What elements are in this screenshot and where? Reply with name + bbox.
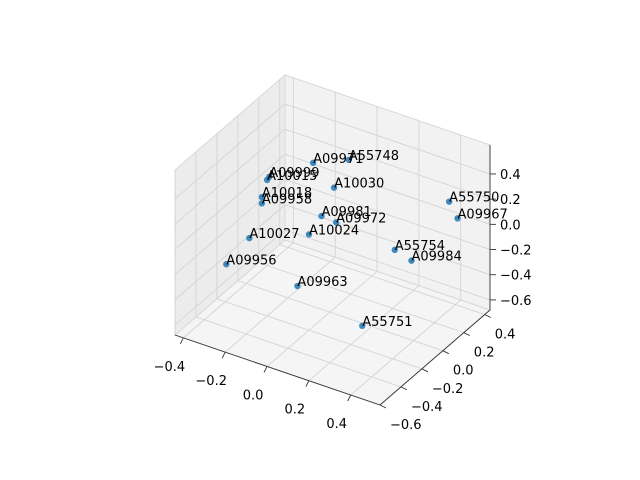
grid-line (284, 103, 491, 175)
z-tick-label: −0.4 (500, 269, 532, 284)
z-tick-label: 0.2 (500, 193, 521, 208)
point (332, 219, 340, 226)
point-label: A09971 (313, 152, 363, 167)
point (258, 193, 266, 201)
grid-line (284, 128, 491, 200)
x-tick-label: −0.2 (195, 374, 227, 389)
y-tick-label: −0.6 (390, 418, 422, 433)
point (454, 215, 461, 222)
point-label: A55754 (395, 239, 445, 254)
x-axis (174, 334, 381, 406)
point (330, 184, 338, 191)
x-tick-label: 0.4 (326, 417, 347, 432)
tick-mark (221, 351, 226, 359)
grid-line (350, 299, 462, 396)
grid-line (284, 229, 491, 301)
tick-mark (379, 404, 387, 409)
grid-line (174, 103, 286, 200)
z-tick-label: −0.6 (500, 294, 532, 309)
tick-mark (400, 386, 408, 391)
grid-line (174, 179, 286, 275)
point-label: A10015 (267, 169, 317, 184)
tick-mark (263, 366, 268, 373)
point (318, 212, 325, 220)
grid-line (183, 242, 294, 339)
point (408, 257, 415, 264)
grid-line (174, 154, 286, 250)
y-tick-label: 0.2 (474, 346, 495, 361)
x-tick-label: 0.2 (285, 403, 306, 418)
grid-line (284, 153, 491, 225)
point-label: A55748 (349, 149, 399, 164)
grid-line (174, 204, 286, 301)
point (305, 231, 313, 238)
tick-mark (347, 394, 352, 402)
point-label: A09999 (269, 166, 319, 181)
tick-mark (442, 350, 450, 355)
grid-line (266, 271, 378, 367)
point (391, 246, 398, 254)
tick-mark (179, 337, 184, 345)
grid-line (308, 285, 420, 382)
point (445, 198, 453, 205)
point-label: A55750 (449, 191, 499, 206)
point-label: A09984 (412, 250, 462, 265)
grid-line (174, 229, 286, 326)
point-label: A10018 (262, 186, 312, 201)
point (309, 159, 317, 167)
z-tick-label: 0.4 (500, 168, 521, 183)
z-tick-label: −0.2 (500, 244, 532, 259)
grid-line (284, 179, 491, 250)
point-label: A10030 (334, 177, 384, 192)
y-tick-label: 0.4 (495, 328, 516, 343)
point-label: A09972 (336, 211, 386, 226)
y-tick-label: −0.4 (411, 400, 443, 415)
y-tick-label: 0.0 (453, 364, 474, 379)
point-label: A09956 (226, 253, 276, 268)
grid-line (224, 256, 336, 353)
point (246, 234, 253, 242)
point (359, 322, 366, 330)
y-tick-label: −0.2 (432, 382, 464, 397)
grid-line (195, 316, 402, 388)
point-label: A10027 (249, 227, 299, 242)
tick-mark (463, 332, 471, 337)
grid-line (216, 298, 423, 370)
point (345, 156, 352, 164)
point (258, 200, 266, 207)
grid-line (279, 244, 485, 315)
point-label: A09967 (458, 207, 508, 222)
point (294, 282, 301, 290)
point (263, 176, 271, 184)
tick-mark (484, 314, 491, 318)
point-label: A09963 (297, 275, 347, 290)
point-label: A09958 (262, 192, 312, 207)
point-label: A09981 (322, 205, 372, 220)
tick-mark (421, 368, 429, 373)
grid-line (237, 280, 444, 352)
point-label: A55751 (362, 315, 412, 330)
z-tick-label: 0.0 (500, 218, 521, 233)
grid-line (258, 262, 464, 334)
y-axis (379, 309, 491, 406)
point (223, 261, 230, 268)
grid-line (174, 128, 286, 225)
x-tick-label: −0.4 (154, 360, 186, 375)
point-label: A10024 (309, 223, 359, 238)
tick-mark (305, 380, 310, 387)
x-tick-label: 0.0 (243, 388, 264, 403)
